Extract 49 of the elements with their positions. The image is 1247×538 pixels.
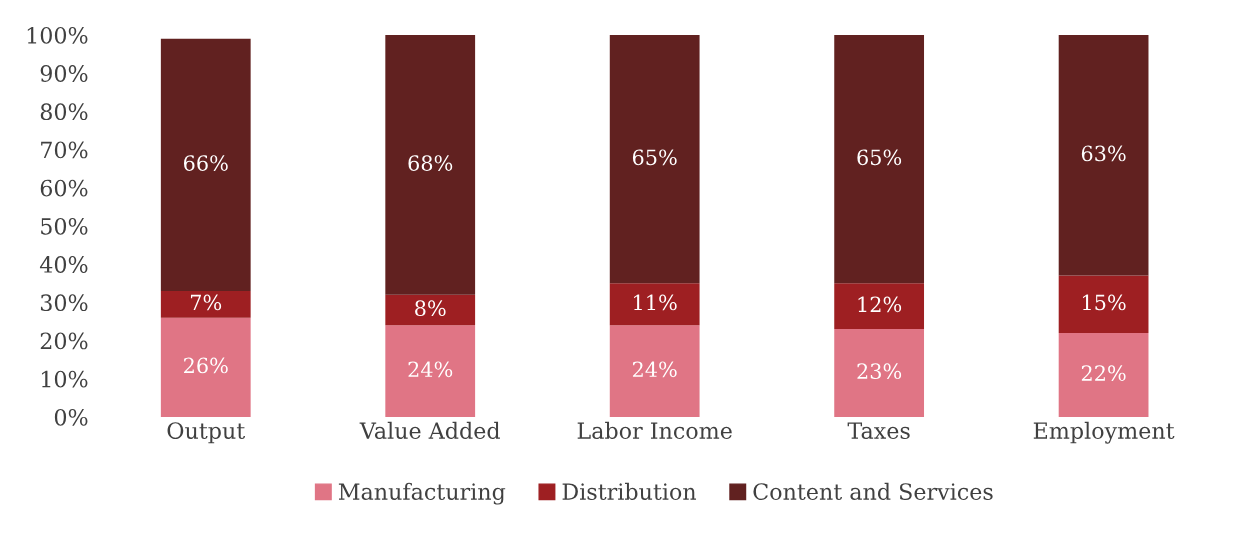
- y-tick-label: 0%: [54, 408, 88, 426]
- x-tick-label: Value Added: [359, 421, 500, 440]
- y-tick-label: 20%: [40, 332, 88, 350]
- bar: [834, 329, 925, 417]
- data-label: 11%: [634, 294, 677, 311]
- bar: [160, 317, 251, 417]
- data-label: 7%: [190, 294, 222, 311]
- data-label: 15%: [1082, 294, 1126, 311]
- y-tick-label: 10%: [41, 370, 88, 388]
- data-label: 24%: [632, 361, 677, 378]
- bar: [834, 34, 925, 284]
- data-label: 65%: [632, 149, 677, 166]
- legend-label: Distribution: [562, 482, 697, 500]
- bar: [609, 34, 700, 284]
- bar: [385, 294, 476, 326]
- data-label: 68%: [408, 155, 453, 171]
- bar: [385, 34, 476, 295]
- data-label: 12%: [858, 296, 902, 313]
- bar: [834, 283, 925, 330]
- bar: [1058, 275, 1149, 333]
- y-tick-label: 70%: [41, 141, 88, 159]
- data-label: 26%: [184, 357, 228, 374]
- bar: [160, 38, 251, 291]
- bar: [1058, 34, 1149, 276]
- bar: [385, 325, 476, 417]
- y-tick-label: 40%: [39, 256, 88, 273]
- bar: [1058, 332, 1149, 417]
- data-label: 8%: [415, 300, 446, 317]
- x-tick-label: Output: [167, 422, 246, 444]
- x-tick-label: Labor Income: [577, 421, 732, 440]
- data-label: 66%: [184, 155, 228, 171]
- y-tick-label: 80%: [40, 103, 88, 121]
- data-label: 23%: [857, 363, 902, 380]
- y-tick-label: 100%: [27, 26, 88, 44]
- bar: [160, 290, 251, 318]
- y-tick-label: 50%: [41, 217, 88, 235]
- data-label: 65%: [857, 149, 902, 166]
- data-label: 63%: [1081, 145, 1126, 162]
- legend-label: Manufacturing: [338, 482, 506, 505]
- y-tick-label: 60%: [40, 179, 88, 197]
- legend-label: Content and Services: [753, 482, 993, 500]
- data-label: 22%: [1081, 365, 1126, 381]
- y-tick-label: 30%: [40, 294, 88, 312]
- y-tick-label: 90%: [40, 65, 88, 82]
- bar: [609, 325, 700, 417]
- data-label: 24%: [408, 361, 453, 378]
- bar: [609, 283, 700, 326]
- x-tick-label: Employment: [1033, 421, 1175, 444]
- x-tick-label: Taxes: [847, 422, 910, 440]
